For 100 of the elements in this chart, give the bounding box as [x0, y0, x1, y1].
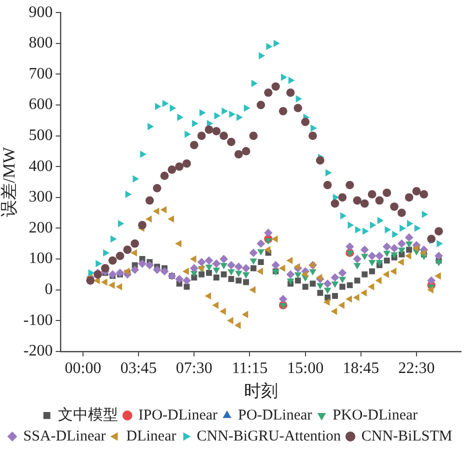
point	[323, 180, 332, 190]
point	[405, 242, 413, 248]
point	[213, 274, 220, 280]
point	[182, 276, 191, 285]
y-tick-label: 600	[28, 96, 53, 114]
x-tick-label: 11:15	[232, 360, 268, 378]
point	[249, 286, 256, 294]
point	[339, 284, 346, 290]
point	[197, 258, 206, 266]
point	[310, 124, 317, 132]
y-tick-label: 900	[28, 4, 53, 21]
point	[346, 282, 353, 288]
point	[205, 264, 213, 271]
point	[310, 280, 316, 287]
point	[228, 269, 235, 276]
point	[256, 268, 263, 275]
point	[198, 271, 205, 278]
point	[227, 260, 236, 270]
point	[422, 210, 428, 218]
point	[330, 273, 340, 282]
point	[338, 302, 344, 309]
point	[264, 88, 272, 97]
point	[182, 159, 191, 168]
point	[414, 224, 421, 232]
point	[250, 258, 258, 265]
point	[278, 106, 288, 116]
point	[375, 276, 382, 284]
x-tick-label: 03:45	[120, 360, 157, 378]
point	[123, 246, 132, 254]
point	[190, 264, 198, 272]
point	[152, 208, 160, 215]
point	[236, 114, 243, 121]
point	[360, 246, 369, 254]
point	[274, 40, 280, 48]
point	[392, 230, 398, 238]
point	[182, 268, 189, 275]
point	[288, 76, 295, 84]
x-tick-label: 07:30	[176, 360, 212, 378]
point	[353, 196, 362, 205]
point	[130, 239, 140, 248]
point	[368, 283, 374, 290]
point	[258, 259, 264, 266]
point	[162, 100, 169, 108]
point	[234, 270, 242, 278]
point	[398, 208, 406, 217]
point	[184, 130, 191, 138]
point	[220, 132, 228, 140]
point	[376, 260, 384, 266]
point	[368, 190, 376, 199]
point	[130, 249, 137, 256]
point	[384, 226, 392, 234]
point	[384, 258, 390, 264]
point	[125, 190, 132, 198]
point	[212, 302, 218, 309]
x-tick-label: 22:30	[398, 360, 435, 378]
point	[101, 278, 108, 286]
point	[160, 206, 167, 214]
point	[175, 162, 184, 171]
point	[204, 125, 214, 134]
point	[361, 254, 368, 260]
point	[168, 215, 174, 223]
point	[316, 283, 324, 290]
point	[148, 122, 154, 130]
point	[434, 227, 443, 236]
legend-label: IPO-DLinear	[138, 407, 218, 424]
point	[390, 268, 396, 275]
point	[340, 212, 347, 220]
point	[206, 270, 212, 276]
point	[242, 272, 250, 279]
point	[324, 288, 332, 294]
point	[382, 270, 389, 278]
point	[264, 238, 272, 245]
point	[383, 250, 391, 258]
point	[116, 252, 124, 260]
point	[108, 256, 117, 265]
point	[435, 260, 442, 266]
point	[152, 184, 162, 192]
point	[324, 294, 331, 300]
point	[375, 252, 384, 260]
point	[360, 289, 367, 297]
point	[404, 252, 412, 260]
point	[368, 260, 376, 266]
point	[212, 268, 220, 274]
point	[296, 95, 302, 102]
point	[249, 132, 258, 140]
point	[242, 310, 248, 318]
point	[222, 108, 228, 115]
point	[220, 308, 226, 315]
point	[360, 199, 369, 208]
point	[214, 112, 221, 120]
point	[244, 104, 250, 112]
point	[199, 109, 206, 116]
point	[404, 193, 414, 202]
y-tick-label: 200	[28, 219, 53, 236]
point	[390, 202, 398, 211]
point	[145, 196, 154, 205]
point	[346, 295, 352, 303]
point	[382, 188, 392, 197]
point	[420, 190, 428, 199]
point	[330, 199, 340, 208]
